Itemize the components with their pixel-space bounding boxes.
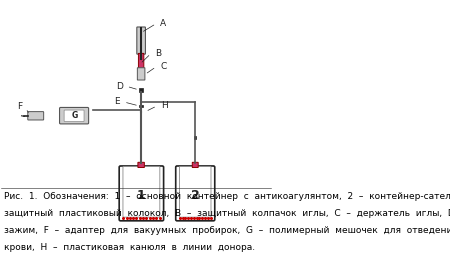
FancyBboxPatch shape — [28, 112, 44, 120]
Text: E: E — [114, 97, 120, 106]
Bar — [139, 105, 143, 107]
FancyBboxPatch shape — [137, 27, 145, 54]
Text: защитный  пластиковый  колокол,  В  –  защитный  колпачок  иглы,  С  –  держател: защитный пластиковый колокол, В – защитн… — [4, 209, 450, 218]
Text: F: F — [17, 102, 22, 111]
FancyBboxPatch shape — [138, 162, 144, 168]
Text: B: B — [155, 49, 161, 58]
Text: зажим,  F  –  адаптер  для  вакуумных  пробирок,  G  –  полимерный  мешочек  для: зажим, F – адаптер для вакуумных пробиро… — [4, 226, 450, 235]
FancyBboxPatch shape — [59, 107, 89, 124]
FancyBboxPatch shape — [180, 167, 211, 217]
Text: 1: 1 — [137, 190, 146, 202]
FancyBboxPatch shape — [64, 110, 84, 121]
FancyBboxPatch shape — [119, 166, 164, 221]
Text: H: H — [161, 101, 168, 110]
Text: крови,  Н  –  пластиковая  канюля  в  линии  донора.: крови, Н – пластиковая канюля в линии до… — [4, 243, 255, 252]
FancyBboxPatch shape — [192, 162, 198, 168]
Text: C: C — [160, 62, 166, 71]
Text: Рис.  1.  Обозначения:  1  –  основной  контейнер  с  антикоагулянтом,  2  –  ко: Рис. 1. Обозначения: 1 – основной контей… — [4, 192, 450, 201]
FancyBboxPatch shape — [176, 166, 215, 221]
Text: D: D — [116, 82, 122, 91]
Bar — [194, 136, 196, 139]
Text: A: A — [160, 19, 166, 28]
Text: 2: 2 — [191, 190, 200, 202]
FancyBboxPatch shape — [123, 167, 160, 217]
Bar — [139, 88, 143, 92]
FancyBboxPatch shape — [139, 53, 144, 70]
FancyBboxPatch shape — [137, 68, 145, 80]
Text: G: G — [72, 111, 78, 120]
